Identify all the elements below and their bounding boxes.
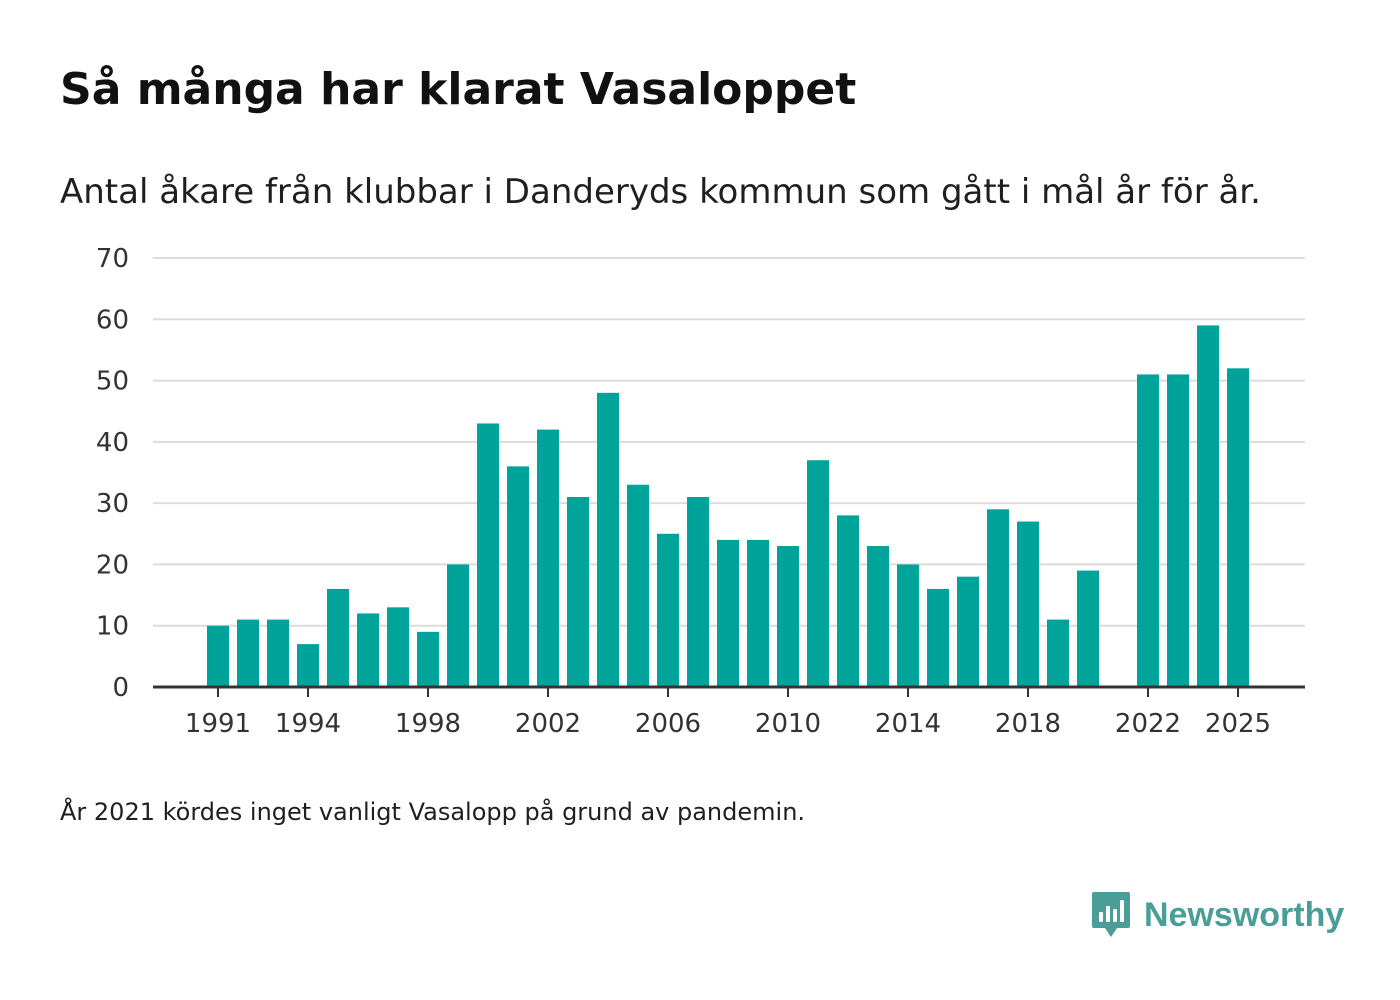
x-tick-label: 2018 [995,709,1061,739]
bar-2002 [537,429,559,687]
y-tick-label: 40 [96,428,129,458]
chart-subtitle: Antal åkare från klubbar i Danderyds kom… [60,172,1261,212]
y-tick-label: 70 [96,244,129,274]
bar-2017 [987,509,1009,687]
bar-2001 [507,466,529,687]
bar-2020 [1077,570,1099,687]
bar-2014 [897,564,919,687]
bar-2010 [777,546,799,687]
bar-1992 [237,619,259,687]
y-tick-label: 10 [96,612,129,642]
bar-2008 [717,539,739,687]
bars [207,325,1249,687]
bar-1995 [327,588,349,687]
y-tick-label: 50 [96,367,129,397]
bar-2009 [747,539,769,687]
bar-chart: 0 10 20 30 40 50 60 70 1991 1994 1998 2002 2006 2010 2… [96,244,1305,739]
bar-2006 [657,533,679,687]
x-tick-label: 1994 [275,709,341,739]
bar-2007 [687,497,709,687]
x-tick-label: 2025 [1205,709,1271,739]
bar-2022 [1137,374,1159,687]
y-tick-label: 60 [96,305,129,335]
bar-2003 [567,497,589,687]
bar-2000 [477,423,499,687]
brand-logo: Newsworthy [1090,890,1344,940]
bar-1996 [357,613,379,687]
x-tick-label: 2022 [1115,709,1181,739]
footnote: År 2021 kördes inget vanligt Vasalopp på… [60,798,806,826]
chart-title: Så många har klarat Vasaloppet [60,64,857,115]
bar-1997 [387,607,409,687]
x-tick-label: 1991 [185,709,251,739]
x-tick-label: 2002 [515,709,581,739]
x-tick-label: 2006 [635,709,701,739]
bar-2023 [1167,374,1189,687]
bar-2024 [1197,325,1219,687]
bar-2011 [807,460,829,687]
bar-2013 [867,546,889,687]
bar-2025 [1227,368,1249,687]
bar-2015 [927,588,949,687]
x-tick-label: 1998 [395,709,461,739]
bar-2016 [957,576,979,687]
bar-2004 [597,392,619,687]
y-tick-label: 20 [96,550,129,580]
y-tick-label: 0 [112,673,129,703]
bar-1998 [417,631,439,687]
bar-2019 [1047,619,1069,687]
bar-2018 [1017,521,1039,687]
x-tick-label: 2010 [755,709,821,739]
bar-1999 [447,564,469,687]
bar-2005 [627,484,649,687]
y-tick-label: 30 [96,489,129,519]
x-tick-label: 2014 [875,709,941,739]
bar-1993 [267,619,289,687]
brand-name: Newsworthy [1144,895,1345,934]
axes: 0 10 20 30 40 50 60 70 1991 1994 1998 2002 2006 2010 2… [96,244,1305,739]
bar-1991 [207,625,229,687]
bar-2012 [837,515,859,687]
bar-chart-logo-icon [1092,892,1130,937]
bar-1994 [297,644,319,687]
